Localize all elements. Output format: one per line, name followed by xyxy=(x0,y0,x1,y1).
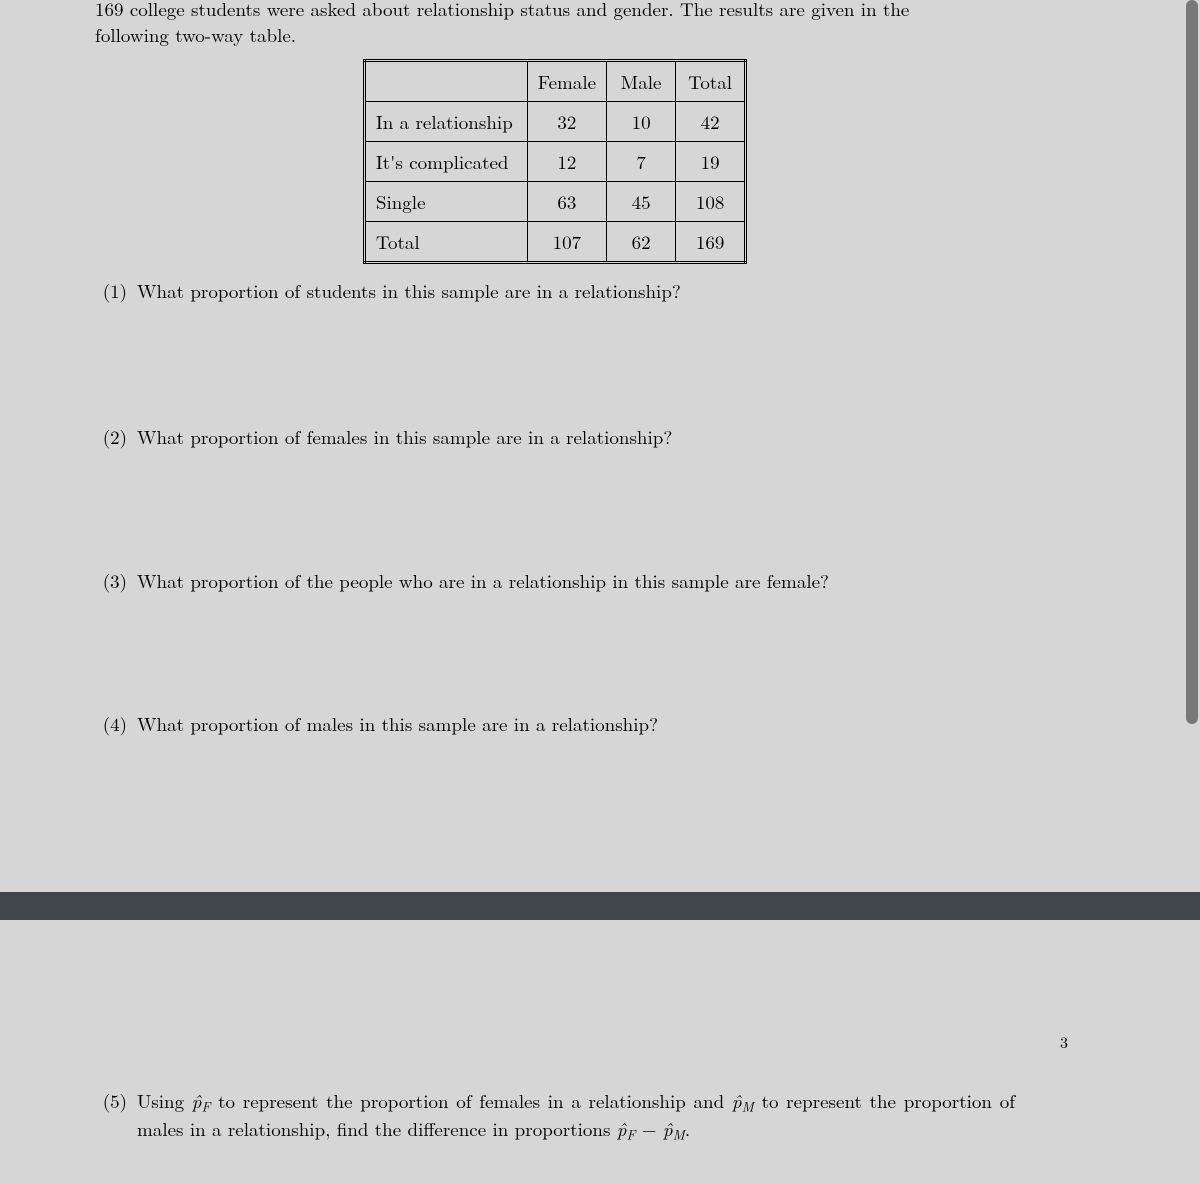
cell: 45 xyxy=(607,182,676,222)
q4-text: What proportion of males in this sample … xyxy=(137,711,658,737)
table-row-totals: Total 107 62 169 xyxy=(364,222,745,263)
th-total: Total xyxy=(676,61,746,102)
spacer xyxy=(95,593,1015,711)
th-blank xyxy=(364,61,527,102)
q2-text: What proportion of females in this sampl… xyxy=(137,424,672,450)
cell: 19 xyxy=(676,142,746,182)
intro-line1: 169 college students were asked about re… xyxy=(95,0,909,22)
row-label: In a relationship xyxy=(364,102,527,142)
cell: 169 xyxy=(676,222,746,263)
question-list: (1) What proportion of students in this … xyxy=(95,278,1015,737)
table-row: It's complicated 12 7 19 xyxy=(364,142,745,182)
th-female: Female xyxy=(527,61,606,102)
spacer xyxy=(95,450,1015,568)
scrollbar-track[interactable] xyxy=(1184,0,1200,730)
q1-num: (1) xyxy=(95,278,127,304)
q1: (1) What proportion of students in this … xyxy=(95,278,1015,304)
q5: (5) Using p̂F to represent the proportio… xyxy=(95,1088,1015,1144)
q3: (3) What proportion of the people who ar… xyxy=(95,568,1015,594)
q4: (4) What proportion of males in this sam… xyxy=(95,711,1015,737)
table-row: Single 63 45 108 xyxy=(364,182,745,222)
phat-m: p̂ xyxy=(732,1087,742,1114)
q5-l1c: to represent the xyxy=(754,1087,896,1114)
viewport: 169 college students were asked about re… xyxy=(0,0,1200,1184)
cell: 62 xyxy=(607,222,676,263)
intro-line2: following two-way table. xyxy=(95,21,296,48)
cell: 12 xyxy=(527,142,606,182)
row-label: It's complicated xyxy=(364,142,527,182)
q4-num: (4) xyxy=(95,711,127,737)
q5-text: Using p̂F to represent the proportion of… xyxy=(137,1088,1015,1144)
row-label: Total xyxy=(364,222,527,263)
cell: 63 xyxy=(527,182,606,222)
page-number: 3 xyxy=(0,1030,1068,1053)
intro-text: 169 college students were asked about re… xyxy=(95,0,1015,47)
phat-m2: p̂ xyxy=(663,1115,673,1142)
q2: (2) What proportion of females in this s… xyxy=(95,424,1015,450)
cell: 107 xyxy=(527,222,606,263)
cell: 108 xyxy=(676,182,746,222)
cell: 7 xyxy=(607,142,676,182)
q5-l1b: to represent the proportion of females i… xyxy=(210,1087,731,1114)
phat-f: p̂ xyxy=(192,1087,202,1114)
th-male: Male xyxy=(607,61,676,102)
page-gap xyxy=(0,892,1200,920)
q2-num: (2) xyxy=(95,424,127,450)
scrollbar-thumb[interactable] xyxy=(1186,0,1198,724)
phat-f2: p̂ xyxy=(617,1115,627,1142)
q3-text: What proportion of the people who are in… xyxy=(137,568,829,594)
row-label: Single xyxy=(364,182,527,222)
two-way-table: Female Male Total In a relationship 32 1… xyxy=(363,59,747,264)
table-row: In a relationship 32 10 42 xyxy=(364,102,745,142)
page1-content: 169 college students were asked about re… xyxy=(95,0,1015,737)
page2-content: (5) Using p̂F to represent the proportio… xyxy=(95,1088,1015,1144)
cell: 10 xyxy=(607,102,676,142)
cell: 42 xyxy=(676,102,746,142)
q3-num: (3) xyxy=(95,568,127,594)
q5-num: (5) xyxy=(95,1088,127,1144)
minus: − xyxy=(635,1115,662,1142)
q5-l1a: Using xyxy=(137,1087,192,1114)
q1-text: What proportion of students in this samp… xyxy=(137,278,681,304)
q5-l2b: . xyxy=(685,1115,690,1142)
cell: 32 xyxy=(527,102,606,142)
sub-m: M xyxy=(742,1096,754,1115)
sub-m2: M xyxy=(673,1124,685,1143)
spacer xyxy=(95,304,1015,424)
